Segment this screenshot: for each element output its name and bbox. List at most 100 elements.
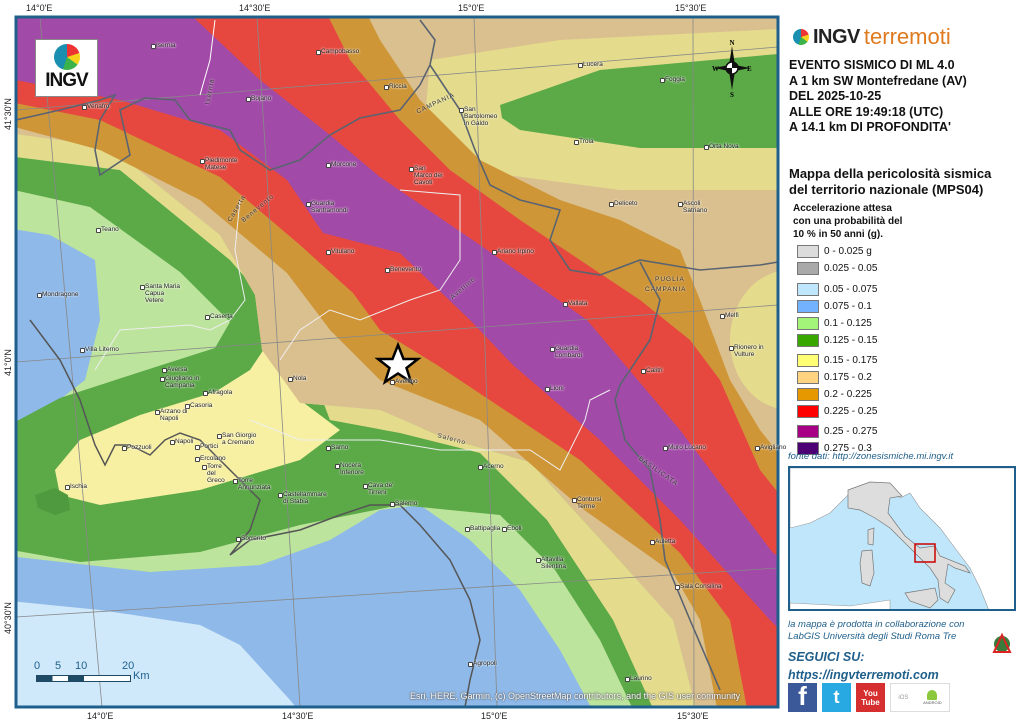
lon-label-bottom: 14°30'E <box>282 711 314 721</box>
zone-yellow <box>16 134 696 707</box>
legend-label: 0.05 - 0.075 <box>824 284 878 295</box>
legend-swatch <box>797 371 819 384</box>
legend-label: 0.15 - 0.175 <box>824 355 878 366</box>
legend-swatch <box>797 405 819 418</box>
lon-label-top: 14°0'E <box>26 3 53 13</box>
legend-item: 0.125 - 0.15 <box>797 334 877 347</box>
place-label: Muro Lucano <box>663 444 706 451</box>
place-label: Benevento <box>385 266 421 273</box>
data-source[interactable]: fonte dati: http://zonesismiche.mi.ingv.… <box>788 451 954 462</box>
place-label: Troia <box>574 138 594 145</box>
place-label: Pozzuoli <box>122 444 152 451</box>
legend-label: 0.1 - 0.125 <box>824 318 872 329</box>
place-label: Aversa <box>162 366 187 373</box>
place-label: Santa Maria Capua Vetere <box>140 283 184 304</box>
place-label: Sala Consilina <box>675 583 722 590</box>
place-label: Lioni <box>545 385 564 392</box>
lon-label-bottom: 15°0'E <box>481 711 508 721</box>
scale-tick: 0 <box>34 660 41 672</box>
place-label: Isernia <box>151 42 176 49</box>
legend-subtitle-line: Accelerazione attesa <box>793 203 892 214</box>
legend-swatch <box>797 283 819 296</box>
place-label: Castellammare di Stabia <box>278 491 327 505</box>
place-label: Guardia Lombardi <box>550 345 586 359</box>
globe-icon <box>793 29 809 45</box>
place-label: Auletta <box>650 538 675 545</box>
info-panel: INGV terremoti EVENTO SISMICO DI ML 4.0 … <box>780 0 1024 724</box>
place-label: Laurino <box>625 675 652 682</box>
scale-tick: 5 <box>55 660 62 672</box>
zone-naples-yellow <box>55 340 340 505</box>
place-label: Calitri <box>641 367 663 374</box>
inset-extent-box <box>914 543 936 563</box>
youtube-icon[interactable]: You Tube <box>856 683 885 712</box>
place-label: Sarno <box>326 444 348 451</box>
place-label: Orta Nova <box>704 143 739 150</box>
zone-green-ne <box>500 53 778 148</box>
legend-label: 0.2 - 0.225 <box>824 389 872 400</box>
lon-label-bottom: 14°0'E <box>87 711 114 721</box>
place-label: Lucera <box>578 61 603 68</box>
place-label: Foggia <box>660 76 685 83</box>
place-label: Portici <box>195 443 218 450</box>
region-boundary <box>429 64 778 276</box>
legend-swatch <box>797 262 819 275</box>
event-magnitude: EVENTO SISMICO DI ML 4.0 <box>789 58 955 72</box>
legend-item: 0.075 - 0.1 <box>797 300 872 313</box>
compass-s: S <box>730 91 734 98</box>
lat-label: 41°30'N <box>3 98 13 130</box>
place-label: Agropoli <box>468 660 497 667</box>
social-links: f t You Tube iOS ANDROID <box>788 681 950 712</box>
android-icon[interactable]: ANDROID <box>923 690 942 705</box>
place-label: Teano <box>96 226 119 233</box>
legend-item: 0.175 - 0.2 <box>797 371 872 384</box>
graticule-line <box>692 17 695 707</box>
legend-item: 0.225 - 0.25 <box>797 405 877 418</box>
ingv-logo: INGV <box>35 39 98 97</box>
twitter-icon[interactable]: t <box>822 683 851 712</box>
legend-swatch <box>797 300 819 313</box>
facebook-icon[interactable]: f <box>788 681 817 712</box>
legend-title-line: Mappa della pericolosità sismica <box>789 166 992 181</box>
place-label: Sorrento <box>236 535 266 542</box>
place-label: Riccia <box>384 83 407 90</box>
legend-swatch <box>797 388 819 401</box>
region-boundary <box>199 19 216 96</box>
inset-map-italy <box>788 466 1016 611</box>
place-label: Vitulano <box>326 248 354 255</box>
graticule-line <box>16 304 778 363</box>
map-attribution: Esri, HERE, Garmin, (c) OpenStreetMap co… <box>410 691 741 701</box>
epicenter-star-icon[interactable] <box>374 341 422 385</box>
graticule-line <box>256 17 301 707</box>
place-label: Acerno <box>478 463 504 470</box>
graticule-line <box>16 567 778 618</box>
ios-icon[interactable]: iOS <box>898 694 909 701</box>
place-label: Deliceto <box>609 200 637 207</box>
region-label: PUGLIA <box>655 276 685 283</box>
place-label: Arzano di Napoli <box>155 408 189 422</box>
place-label: Ercolano <box>195 455 226 462</box>
place-label: Guardia Sanframondi <box>306 200 350 214</box>
app-links: iOS ANDROID <box>890 683 950 712</box>
place-label: Campobasso <box>316 48 359 55</box>
event-depth: A 14.1 km DI PROFONDITA' <box>789 120 952 134</box>
place-label: Ischia <box>65 483 87 490</box>
event-time: ALLE ORE 19:49:18 (UTC) <box>789 104 944 119</box>
website-link[interactable]: https://ingvterremoti.com <box>788 668 939 682</box>
place-label: Venafro <box>82 103 109 110</box>
place-label: Bojano <box>246 95 271 102</box>
inset-land-other <box>790 468 1014 609</box>
place-label: Torre del Greco <box>202 463 232 484</box>
lat-label: 41°0'N <box>3 349 13 376</box>
lon-label-bottom: 15°30'E <box>677 711 709 721</box>
lon-label-top: 14°30'E <box>239 3 271 13</box>
brand-ingv: INGV <box>813 25 860 48</box>
province-boundary <box>94 199 246 371</box>
graticule-line <box>473 17 498 707</box>
legend-label: 0.225 - 0.25 <box>824 406 878 417</box>
place-label: Casoria <box>185 402 212 409</box>
zone-blue-north <box>16 229 100 421</box>
event-info: EVENTO SISMICO DI ML 4.0 A 1 km SW Monte… <box>789 58 967 136</box>
globe-icon <box>53 44 80 70</box>
